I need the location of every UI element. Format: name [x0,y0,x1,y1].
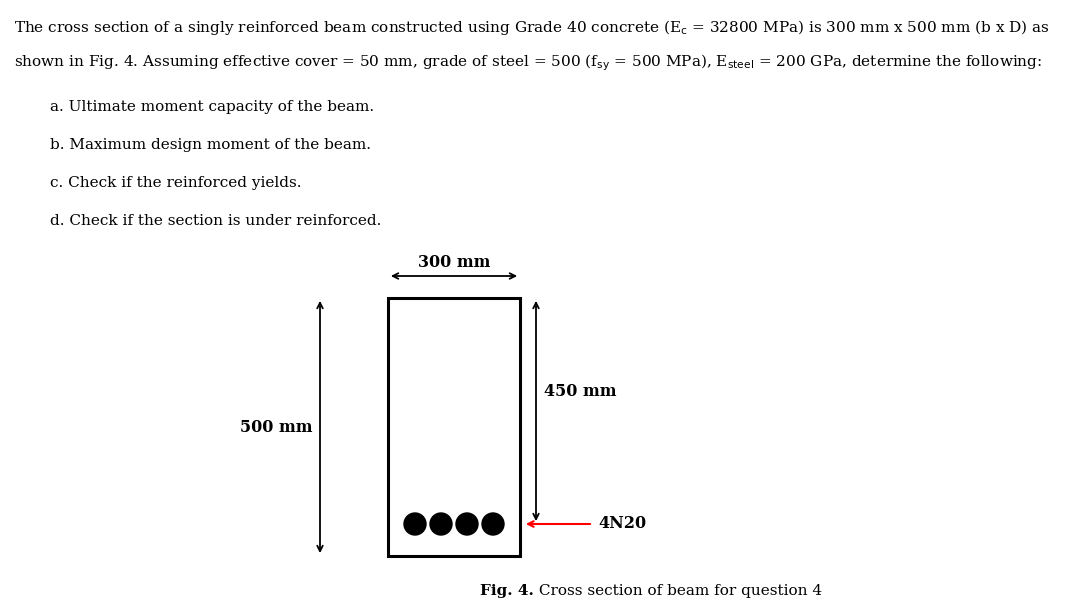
Circle shape [430,513,452,535]
Text: shown in Fig. 4. Assuming effective cover = 50 mm, grade of steel = 500 (f$_\mat: shown in Fig. 4. Assuming effective cove… [14,52,1042,73]
Bar [388,298,520,556]
Text: The cross section of a singly reinforced beam constructed using Grade 40 concret: The cross section of a singly reinforced… [14,18,1050,37]
Circle shape [404,513,427,535]
Text: 500 mm: 500 mm [239,418,312,435]
Text: c. Check if the reinforced yields.: c. Check if the reinforced yields. [50,176,301,190]
Text: 300 mm: 300 mm [418,254,491,271]
Text: a. Ultimate moment capacity of the beam.: a. Ultimate moment capacity of the beam. [50,100,374,114]
Text: 450 mm: 450 mm [544,383,617,400]
Text: b. Maximum design moment of the beam.: b. Maximum design moment of the beam. [50,138,371,152]
Text: Cross section of beam for question 4: Cross section of beam for question 4 [534,584,822,598]
Circle shape [482,513,503,535]
Text: d. Check if the section is under reinforced.: d. Check if the section is under reinfor… [50,214,382,228]
Circle shape [456,513,478,535]
Text: 4N20: 4N20 [598,515,646,533]
Text: Fig. 4.: Fig. 4. [480,584,534,598]
